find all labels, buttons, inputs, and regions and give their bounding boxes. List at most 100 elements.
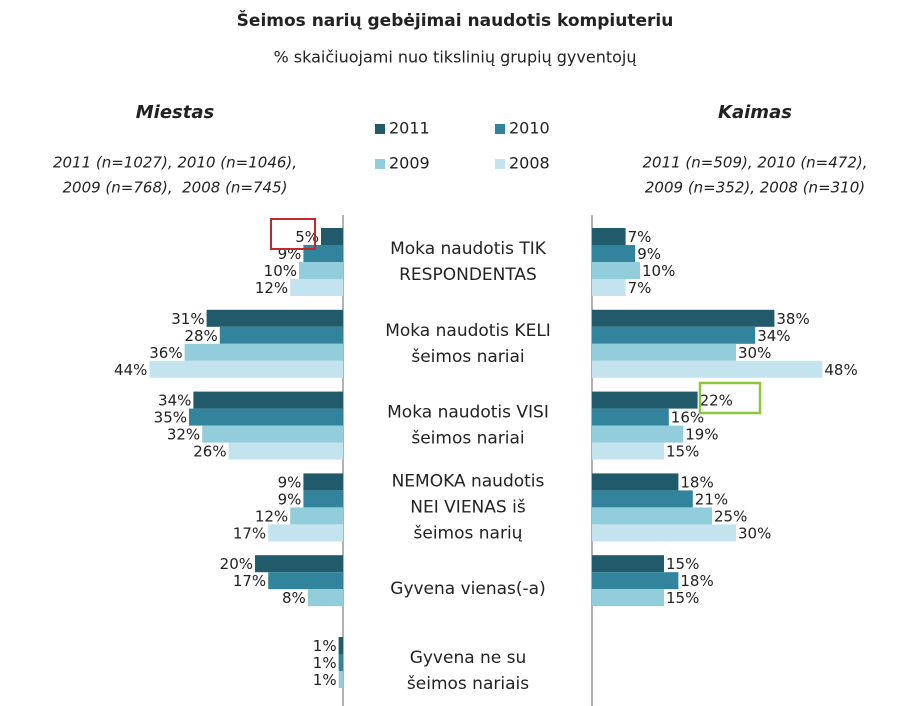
value-label: 34% [757,327,790,345]
value-label: 9% [637,245,661,263]
legend-label: 2011 [389,119,430,138]
bar [592,309,775,327]
value-label: 9% [278,490,302,508]
bar [184,343,343,361]
value-label: 7% [628,279,652,297]
bar [592,442,664,460]
value-label: 9% [278,473,302,491]
value-label: 36% [149,344,182,362]
value-label: 30% [738,524,771,542]
bar [592,391,698,409]
bar [219,326,343,344]
bar [592,343,736,361]
panel-title: Miestas [136,102,215,123]
legend-swatch [495,159,505,169]
legend-swatch [375,124,385,134]
value-label: 16% [671,409,704,427]
value-label: 15% [666,443,699,461]
value-label: 34% [158,392,191,410]
bar [268,572,343,590]
value-label: 25% [714,507,747,525]
panel-title: Kaimas [718,102,792,123]
bar [307,589,343,607]
category-label: šeimos narių [414,523,523,543]
bar [299,262,343,279]
category-label: Moka naudotis KELI [385,321,551,341]
bar [202,425,343,443]
value-label: 10% [642,262,675,280]
value-label: 12% [255,279,288,297]
panel-note: 2011 (n=1027), 2010 (n=1046), [53,154,297,172]
value-label: 5% [295,228,319,246]
value-label: 38% [776,310,809,328]
category-label: šeimos nariai [411,347,524,367]
value-label: 7% [628,228,652,246]
value-label: 15% [666,555,699,573]
panel-note: 2011 (n=509), 2010 (n=472), [642,154,867,172]
value-label: 17% [233,524,266,542]
value-label: 18% [680,473,713,491]
bar [592,555,664,573]
value-label: 1% [313,654,337,672]
legend-label: 2009 [389,154,430,173]
chart-subtitle: % skaičiuojami nuo tikslinių grupių gyve… [273,48,636,67]
category-label: Moka naudotis TIK [390,239,547,259]
bar [189,408,343,426]
value-label: 26% [193,443,226,461]
value-label: 8% [282,589,306,607]
legend-label: 2008 [509,154,550,173]
bar [206,309,343,327]
bar [303,245,343,262]
bar [592,408,669,426]
bar [592,425,684,443]
value-label: 30% [738,344,771,362]
value-label: 32% [167,426,200,444]
bar [592,228,626,245]
category-label: Gyvena vienas(-a) [390,579,545,599]
bar [321,228,343,245]
highlight-box [698,381,762,415]
bar [149,360,343,378]
bar [338,654,343,671]
bar [592,279,626,296]
legend-label: 2010 [509,119,550,138]
value-label: 31% [171,310,204,328]
bar [228,442,343,460]
legend-swatch [375,159,385,169]
bar [592,262,640,279]
bar [592,572,679,590]
bar [303,490,343,508]
bar [592,473,679,491]
bar [255,555,343,573]
value-label: 21% [695,490,728,508]
value-label: 1% [313,637,337,655]
bar [592,589,664,607]
bar [592,507,712,525]
bar [290,507,343,525]
category-label: Gyvena ne su [410,648,527,668]
value-label: 10% [264,262,297,280]
category-label: šeimos nariai [411,429,524,449]
category-label: RESPONDENTAS [399,265,537,285]
bar [338,671,343,688]
value-label: 17% [233,572,266,590]
bar [303,473,343,491]
value-label: 44% [114,361,147,379]
value-label: 12% [255,507,288,525]
value-label: 19% [685,426,718,444]
value-label: 20% [220,555,253,573]
bar [592,245,636,262]
value-label: 28% [184,327,217,345]
value-label: 1% [313,671,337,689]
bar [290,279,343,296]
value-label: 35% [154,409,187,427]
category-label: NEMOKA naudotis [392,471,545,491]
bar [592,524,736,542]
bar [592,490,693,508]
panel-note: 2009 (n=768), 2008 (n=745) [62,179,287,197]
bar [193,391,343,409]
value-label: 18% [680,572,713,590]
panel-note: 2009 (n=352), 2008 (n=310) [645,179,865,197]
